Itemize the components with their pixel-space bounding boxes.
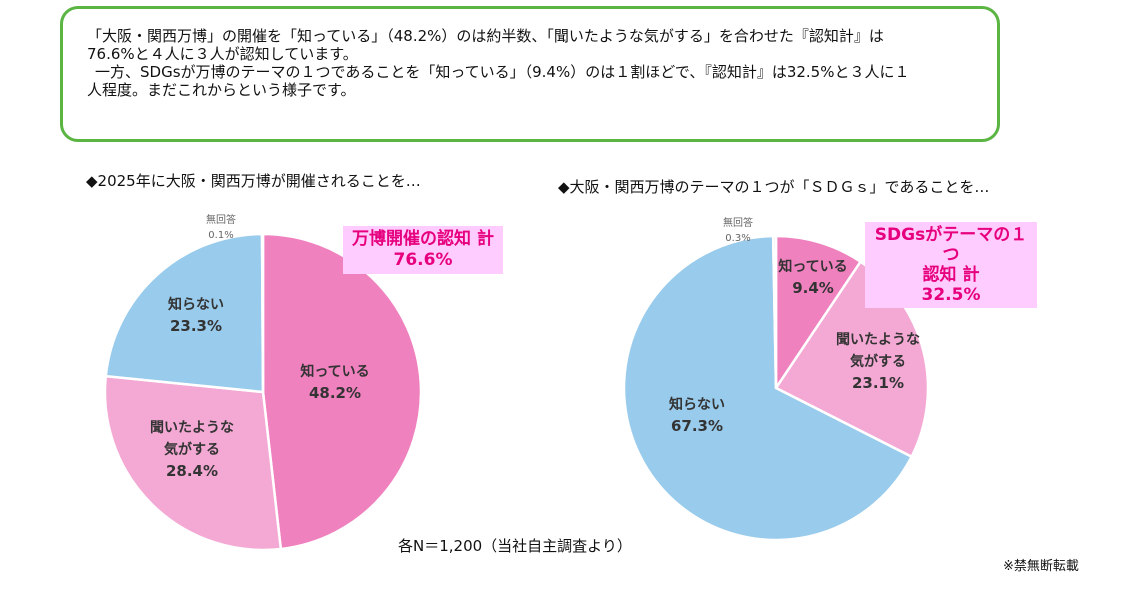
chart-1-label-4: 無回答 0.1% <box>206 213 236 241</box>
sample-size-note: 各N＝1,200（当社自主調査より） <box>398 537 632 555</box>
chart-2-label-3: 知らない 67.3% <box>669 396 725 435</box>
chart-2-slice-3 <box>622 234 914 542</box>
chart-1-slice-2 <box>103 374 283 552</box>
summary-box: 「大阪・関西万博」の開催を「知っている」（48.2%）のは約半数、「聞いたような… <box>60 6 1000 142</box>
chart-2-callout-line-2: 認知 計 <box>922 265 980 285</box>
chart-1-callout: 万博開催の認知 計 76.6% <box>343 226 503 274</box>
chart-1-label-1: 知っている 48.2% <box>300 363 369 402</box>
chart-1-slice-3 <box>104 232 265 394</box>
chart-2-label-4: 無回答 0.3% <box>723 216 753 244</box>
disclaimer: ※禁無断転載 <box>1003 559 1079 574</box>
chart-1-title: ◆2025年に大阪・関西万博が開催されることを… <box>86 172 421 190</box>
summary-line-2: 76.6%と４人に３人が認知しています。 <box>87 45 358 63</box>
chart-1-label-3: 知らない 23.3% <box>168 296 224 335</box>
chart-2-label-2: 聞いたような気がする 23.1% <box>836 332 920 392</box>
chart-2-callout-line-1: SDGsがテーマの１つ <box>874 225 1028 265</box>
chart-2-label-1: 知っている 9.4% <box>778 258 847 297</box>
chart-2-slice-4 <box>771 234 778 389</box>
summary-line-1: 「大阪・関西万博」の開催を「知っている」（48.2%）のは約半数、「聞いたような… <box>87 27 884 45</box>
chart-1-slice-4 <box>260 232 265 393</box>
summary-line-3: 一方、SDGsが万博のテーマの１つであることを「知っている」（9.4%）のは１割… <box>95 63 910 81</box>
chart-2-slice-1 <box>774 234 863 393</box>
summary-line-4: 人程度。まだこれからという様子です。 <box>87 81 356 99</box>
chart-1-callout-line-2: 76.6% <box>393 250 453 270</box>
chart-1-callout-line-1: 万博開催の認知 計 <box>352 229 494 249</box>
chart-1-slice-1 <box>261 232 423 551</box>
chart-1-label-2: 聞いたような気がする 28.4% <box>150 420 234 480</box>
chart-2-callout: SDGsがテーマの１つ 認知 計 32.5% <box>865 222 1037 308</box>
chart-2-title: ◆大阪・関西万博のテーマの１つが「ＳＤＧｓ」であることを… <box>558 178 990 196</box>
chart-2-callout-line-3: 32.5% <box>921 285 981 305</box>
